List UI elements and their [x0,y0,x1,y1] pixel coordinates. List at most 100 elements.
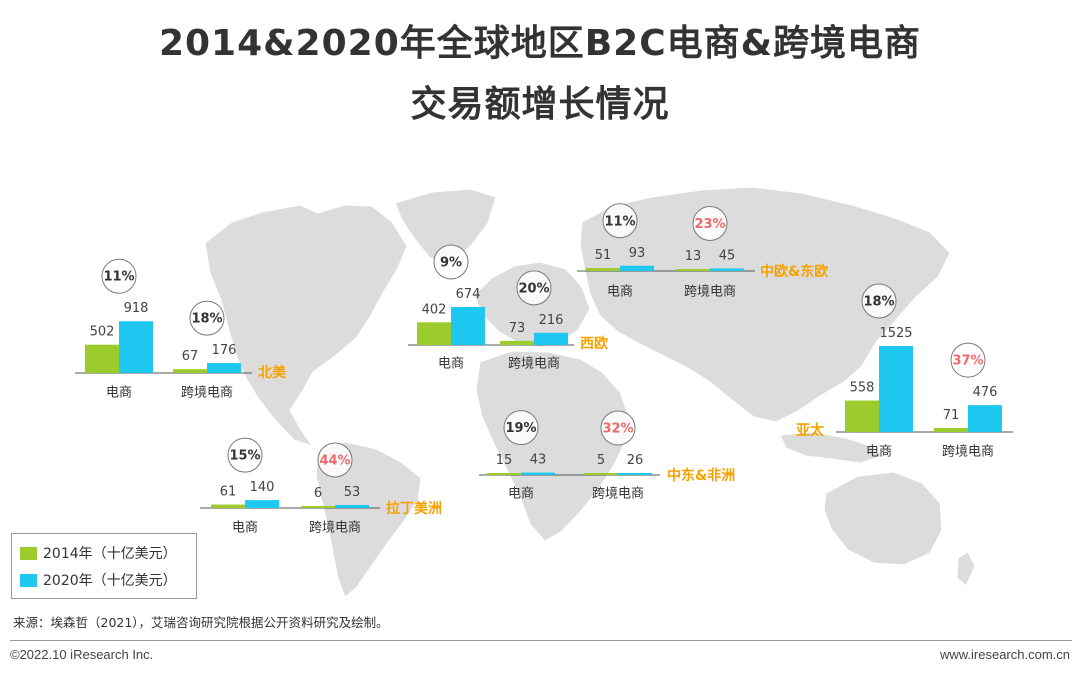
cagr-circle [101,258,137,294]
asia-shape [579,186,951,423]
bar-2020 [968,405,1002,432]
data-label-2014: 61 [220,485,237,500]
category-label: 电商 [438,357,464,372]
bar-2014 [586,268,620,271]
bar-2014 [676,269,710,271]
cagr-circle [189,300,225,336]
cagr-circle [227,437,263,473]
data-label-2014: 15 [496,453,513,468]
cagr-circle [317,442,353,478]
page-title: 2014&2020年全球地区B2C电商&跨境电商 [158,23,922,64]
australia-shape [823,471,943,566]
category-label: 电商 [607,285,633,300]
category-label: 电商 [866,445,892,460]
region-label: 拉丁美洲 [386,500,442,517]
region-label: 中东&非洲 [667,467,735,484]
data-label-2014: 73 [509,321,526,336]
data-label-2020: 26 [627,453,644,468]
legend-item-2020: 2020年（十亿美元） [20,570,177,590]
bar-2014 [487,473,521,475]
category-label: 跨境电商 [309,521,361,536]
category-label: 跨境电商 [942,445,994,460]
data-label-2020: 216 [539,313,564,328]
region-label: 亚太 [796,422,825,439]
greenland-shape [394,188,497,263]
bar-2020 [207,363,241,373]
region-label: 中欧&东欧 [760,263,828,280]
cagr-label: 11% [103,270,134,285]
legend-swatch-2020 [20,573,37,587]
legend-swatch-2014 [20,546,37,560]
data-label-2020: 140 [250,480,275,495]
cagr-circle [602,203,638,239]
data-label-2020: 45 [719,248,736,263]
data-label-2020: 476 [973,385,998,400]
data-label-2014: 558 [850,381,875,396]
cagr-label: 9% [440,255,462,270]
cagr-label: 18% [191,312,222,327]
legend-item-2014: 2014年（十亿美元） [20,543,177,563]
cagr-circle [692,205,728,241]
cagr-label: 37% [952,354,983,369]
cagr-label: 19% [505,421,536,436]
data-label-2014: 502 [90,325,115,340]
bar-2020 [534,332,568,345]
website-url[interactable]: www.iresearch.com.cn [939,647,1070,662]
cagr-circle [433,244,469,280]
copyright: ©2022.10 iResearch Inc. [10,647,154,662]
data-label-2014: 71 [943,408,960,423]
category-label: 跨境电商 [684,285,736,300]
bar-2014 [417,322,451,345]
category-label: 跨境电商 [181,386,233,401]
bar-2020 [710,268,744,271]
bar-2014 [173,369,207,373]
page-subtitle: 交易额增长情况 [410,84,670,125]
legend-label-2014: 2014年（十亿美元） [43,546,177,562]
category-label: 电商 [508,487,534,502]
category-label: 跨境电商 [592,487,644,502]
bar-2014 [584,473,618,475]
cagr-label: 18% [863,294,894,309]
africa-shape [475,350,629,542]
data-label-2014: 13 [685,249,702,264]
bar-2020 [521,472,555,475]
cagr-circle [503,410,539,446]
bar-2020 [620,265,654,271]
bar-2020 [119,321,153,373]
cagr-label: 20% [518,281,549,296]
cagr-circle [950,342,986,378]
category-label: 电商 [232,521,258,536]
source-note: 来源：埃森哲（2021），艾瑞咨询研究院根据公开资料研究及绘制。 [13,615,389,630]
data-label-2020: 1525 [879,326,912,341]
south-america-shape [315,441,422,598]
cagr-label: 23% [694,217,725,232]
bar-2014 [211,504,245,508]
category-label: 电商 [106,386,132,401]
cagr-label: 44% [319,454,350,469]
bar-2020 [335,505,369,508]
bar-2014 [934,427,968,432]
data-label-2014: 67 [182,349,199,364]
new-zealand-shape [956,551,976,587]
data-label-2014: 5 [597,453,605,468]
bar-2020 [618,473,652,475]
bar-2020 [451,306,485,345]
cagr-circle [861,283,897,319]
bar-2020 [879,345,913,432]
data-label-2020: 176 [212,343,237,358]
bar-2014 [500,340,534,345]
cagr-label: 32% [602,422,633,437]
cagr-circle [600,410,636,446]
data-label-2014: 51 [595,248,612,263]
region-label: 西欧 [580,335,608,352]
region-label: 北美 [258,364,287,381]
bar-2014 [845,400,879,432]
data-label-2020: 93 [629,246,646,261]
cagr-label: 11% [604,214,635,229]
cagr-label: 15% [229,449,260,464]
data-label-2020: 674 [456,287,481,302]
data-label-2020: 53 [344,485,361,500]
legend-label-2020: 2020年（十亿美元） [43,573,177,589]
bar-2014 [85,344,119,373]
